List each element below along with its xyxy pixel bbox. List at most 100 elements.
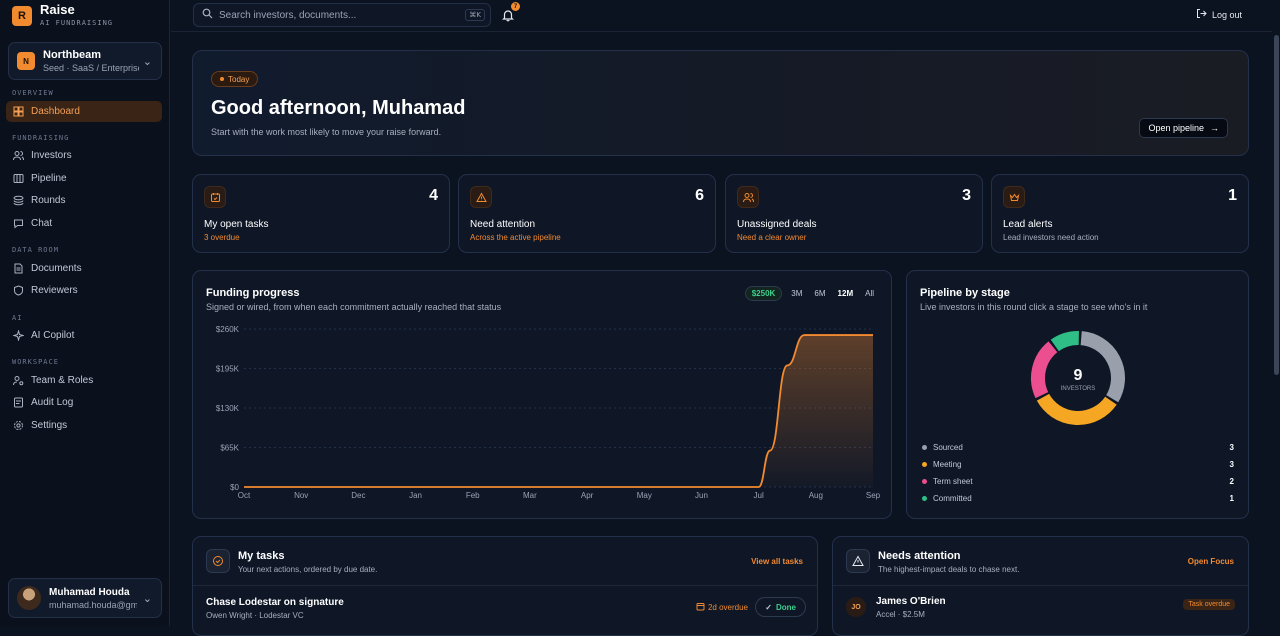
donut-slice[interactable]	[1031, 341, 1058, 399]
sidebar-item-documents[interactable]: Documents	[6, 258, 162, 279]
page-scrollbar[interactable]	[1272, 0, 1280, 626]
user-cog-icon	[13, 375, 24, 386]
scrollbar-thumb[interactable]	[1274, 35, 1279, 375]
sidebar-item-label: Settings	[31, 420, 68, 431]
tasks-title: My tasks	[238, 550, 285, 562]
funding-title: Funding progress	[206, 287, 300, 299]
org-logo: N	[17, 52, 35, 70]
stage-subtitle: Live investors in this round click a sta…	[920, 302, 1148, 312]
sidebar-item-reviewers[interactable]: Reviewers	[6, 280, 162, 301]
arrow-right-icon: →	[1210, 123, 1219, 133]
legend-value: 3	[1229, 460, 1234, 469]
sidebar-item-label: Rounds	[31, 195, 66, 206]
range-all-button[interactable]: All	[865, 289, 874, 298]
search-box[interactable]: ⌘K	[193, 3, 491, 27]
bell-icon[interactable]	[501, 8, 515, 22]
search-input[interactable]	[219, 9, 459, 21]
x-tick-label: Aug	[809, 491, 823, 500]
stat-sub: Need a clear owner	[737, 233, 807, 242]
donut-slice[interactable]	[1080, 331, 1125, 403]
donut-center-label: INVESTORS	[1061, 386, 1096, 392]
legend-item-committed[interactable]: Committed 1	[922, 494, 1234, 503]
task-meta: Owen Wright · Lodestar VC	[206, 611, 304, 620]
sidebar-item-pipeline[interactable]: Pipeline	[6, 168, 162, 189]
y-tick-label: $195K	[216, 365, 240, 374]
stat-card-need-attention[interactable]: 6 Need attention Across the active pipel…	[458, 174, 716, 253]
chat-icon	[13, 218, 24, 229]
open-focus-link[interactable]: Open Focus	[1187, 557, 1234, 566]
donut-slice[interactable]	[1050, 331, 1080, 352]
funding-chart: $0 $65K $130K $195K $260K Oct Nov Dec Jan Feb Mar A…	[216, 325, 881, 500]
sidebar-item-label: Documents	[31, 263, 82, 274]
logout-button[interactable]: Log out	[1196, 8, 1242, 21]
done-button[interactable]: ✓ Done	[755, 597, 806, 617]
legend-item-meeting[interactable]: Meeting 3	[922, 460, 1234, 469]
funding-subtitle: Signed or wired, from when each commitme…	[206, 302, 502, 312]
stat-card-lead-alerts[interactable]: 1 Lead alerts Lead investors need action	[991, 174, 1249, 253]
sidebar-item-rounds[interactable]: Rounds	[6, 190, 162, 211]
deal-meta: Accel · $2.5M	[876, 610, 925, 619]
org-switcher[interactable]: N Northbeam Seed · SaaS / Enterprise ⌄	[8, 42, 162, 80]
brand[interactable]: R Raise AI FUNDRAISING	[12, 2, 113, 27]
today-label: Today	[228, 74, 250, 84]
sidebar-item-dashboard[interactable]: Dashboard	[6, 101, 162, 122]
needs-attention-panel: Needs attention The highest-impact deals…	[832, 536, 1249, 636]
dashboard-icon	[13, 106, 24, 117]
nav-section-workspace: WORKSPACE	[12, 358, 59, 366]
attention-title: Needs attention	[878, 550, 961, 562]
sidebar-item-label: Reviewers	[31, 285, 78, 296]
legend-value: 3	[1229, 443, 1234, 452]
stat-value: 6	[695, 187, 704, 204]
donut-center-value: 9	[1074, 367, 1083, 384]
range-3m-button[interactable]: 3M	[791, 289, 803, 298]
divider	[833, 585, 1248, 586]
page-title: Good afternoon, Muhamad	[211, 97, 466, 119]
user-menu[interactable]: Muhamad Houda muhamad.houda@gmail.com ⌄	[8, 578, 162, 618]
attention-item[interactable]: JO James O'Brien Accel · $2.5M Task over…	[846, 596, 1236, 622]
divider	[193, 585, 817, 586]
legend-label: Term sheet	[933, 477, 973, 486]
gear-icon	[13, 420, 24, 431]
nav-section-overview: OVERVIEW	[12, 89, 54, 97]
stat-label: Unassigned deals	[737, 219, 817, 230]
stat-card-unassigned-deals[interactable]: 3 Unassigned deals Need a clear owner	[725, 174, 983, 253]
legend-item-sourced[interactable]: Sourced 3	[922, 443, 1234, 452]
range-6m-button[interactable]: 6M	[814, 289, 826, 298]
view-all-tasks-link[interactable]: View all tasks	[751, 557, 803, 566]
range-12m-button[interactable]: 12M	[837, 289, 854, 298]
users-icon	[13, 150, 24, 161]
stat-label: Lead alerts	[1003, 219, 1053, 230]
sidebar-item-chat[interactable]: Chat	[6, 213, 162, 234]
open-pipeline-button[interactable]: Open pipeline →	[1139, 118, 1228, 138]
sidebar-item-audit-log[interactable]: Audit Log	[6, 392, 162, 413]
sidebar-item-label: Investors	[31, 150, 72, 161]
sparkle-icon	[13, 330, 24, 341]
sidebar-item-ai-copilot[interactable]: AI Copilot	[6, 325, 162, 346]
sidebar-item-label: Audit Log	[31, 397, 74, 408]
crown-icon	[1003, 186, 1025, 208]
donut-slice[interactable]	[1036, 393, 1117, 425]
sidebar-item-settings[interactable]: Settings	[6, 415, 162, 436]
sidebar-item-investors[interactable]: Investors	[6, 145, 162, 166]
legend-dot	[922, 479, 927, 484]
task-item[interactable]: Chase Lodestar on signature Owen Wright …	[206, 597, 806, 623]
brand-name: Raise	[40, 2, 75, 17]
stat-card-open-tasks[interactable]: 4 My open tasks 3 overdue	[192, 174, 450, 253]
legend-label: Sourced	[933, 443, 963, 452]
columns-icon	[13, 173, 24, 184]
legend-item-term-sheet[interactable]: Term sheet 2	[922, 477, 1234, 486]
legend-label: Committed	[933, 494, 972, 503]
stat-sub: Lead investors need action	[1003, 233, 1099, 242]
legend-label: Meeting	[933, 460, 962, 469]
x-tick-label: May	[637, 491, 652, 500]
calendar-icon	[696, 602, 705, 613]
sidebar-item-team-roles[interactable]: Team & Roles	[6, 370, 162, 391]
stat-sub: Across the active pipeline	[470, 233, 561, 242]
search-icon	[202, 8, 213, 22]
task-due-label: 2d overdue	[707, 603, 748, 612]
nav-section-ai: AI	[12, 314, 23, 322]
range-selector: $250K 3M 6M 12M All	[744, 286, 877, 301]
user-name: Muhamad Houda	[49, 586, 130, 598]
pipeline-by-stage-panel: Pipeline by stage Live investors in this…	[906, 270, 1249, 519]
funding-total-badge: $250K	[744, 286, 783, 301]
